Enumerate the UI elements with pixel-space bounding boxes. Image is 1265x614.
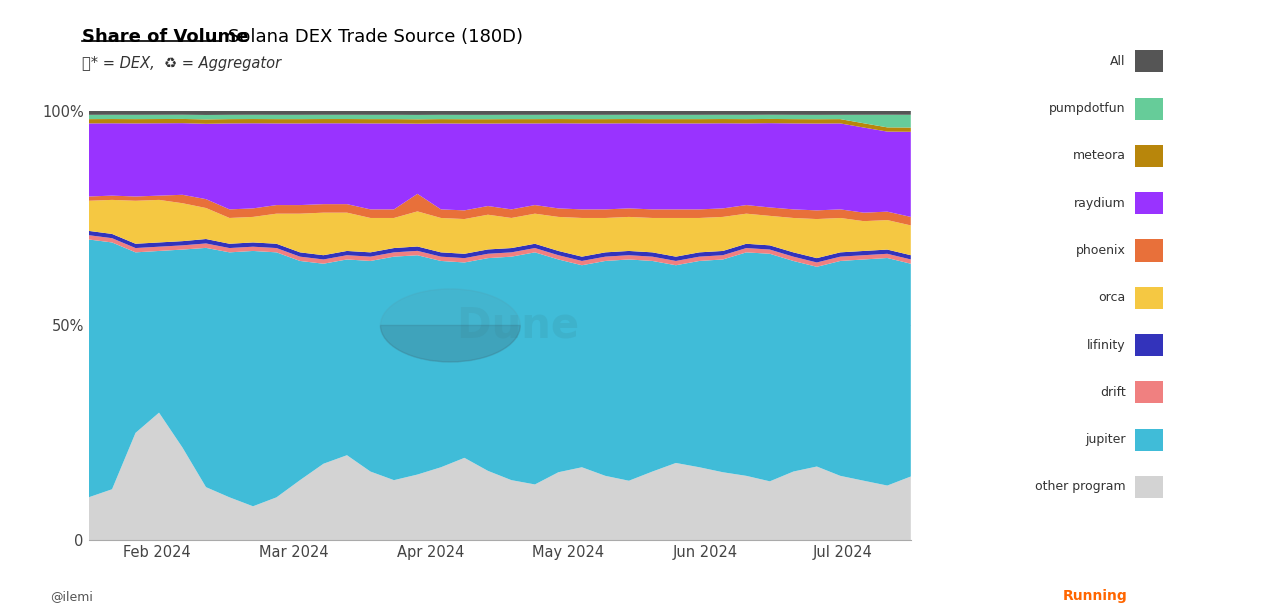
Text: lifinity: lifinity [1087,338,1126,352]
Text: @ilemi: @ilemi [51,590,94,603]
Wedge shape [381,325,520,362]
Text: drift: drift [1101,386,1126,399]
Text: orca: orca [1098,291,1126,305]
Text: Dune: Dune [429,305,579,346]
Text: other program: other program [1035,480,1126,494]
Circle shape [381,289,520,362]
Text: jupiter: jupiter [1085,433,1126,446]
Text: meteora: meteora [1073,149,1126,163]
Text: raydium: raydium [1074,196,1126,210]
Text: Running: Running [1063,589,1127,603]
Text: Share of Volume: Share of Volume [82,28,249,45]
Text: phoenix: phoenix [1077,244,1126,257]
Text: All: All [1111,55,1126,68]
Text: pumpdotfun: pumpdotfun [1050,102,1126,115]
Text: 🎯* = DEX,  ♻ = Aggregator: 🎯* = DEX, ♻ = Aggregator [82,56,281,71]
Text: Solana DEX Trade Source (180D): Solana DEX Trade Source (180D) [228,28,522,45]
